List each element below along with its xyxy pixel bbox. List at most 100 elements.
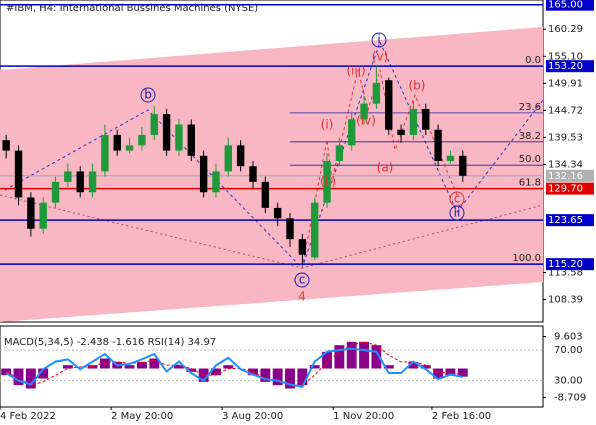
chart-title: #IBM, H4: International Bussines Machine…	[6, 3, 258, 14]
wave-label: (i)	[321, 118, 334, 132]
level-box	[546, 214, 594, 227]
macd-bar	[25, 368, 36, 389]
y-tick-label: 134.34	[548, 159, 583, 170]
candle-body	[199, 155, 208, 193]
y-tick-label: 155.10	[548, 51, 583, 62]
candle-body	[249, 166, 257, 182]
macd-bar	[1, 368, 12, 376]
candle-body	[372, 82, 381, 104]
y-tick-label: 160.29	[548, 24, 583, 35]
macd-bar	[272, 368, 283, 386]
candle-body	[385, 80, 393, 130]
fib-label: 0.0	[525, 55, 541, 66]
candle-body	[150, 114, 158, 135]
candle-body	[224, 145, 233, 172]
candle-body	[236, 145, 245, 167]
macd-bar	[359, 341, 369, 369]
macd-bar	[149, 358, 160, 369]
annotation-circle	[140, 87, 156, 103]
y-tick-label: 144.72	[548, 105, 583, 116]
macd-bar	[433, 368, 444, 379]
wave-label: (v)	[372, 50, 388, 64]
x-tick-label: 1 Nov 20:00	[333, 411, 394, 422]
candle-body	[162, 114, 171, 151]
candle-body	[187, 124, 195, 156]
wave-label: c	[299, 273, 306, 287]
candle-body	[397, 129, 405, 135]
candle-body	[273, 207, 282, 219]
macd-bar	[297, 368, 308, 386]
candle-body	[51, 181, 60, 203]
macd-bar	[285, 368, 295, 389]
y-tick-label: 108.39	[548, 295, 583, 306]
macd-bar	[87, 365, 98, 369]
level-box	[546, 182, 594, 195]
macd-bar	[211, 368, 221, 376]
candle-body	[261, 181, 270, 208]
x-tick-label: 3 Aug 20:00	[222, 411, 283, 422]
y2-tick-label: 30.00	[554, 376, 583, 387]
x-tick-label: 2 Feb 16:00	[432, 411, 491, 422]
macd-bar	[38, 368, 49, 379]
candle-body	[212, 171, 220, 193]
macd-bar	[309, 365, 320, 369]
fib-label: 100.0	[512, 253, 541, 264]
wave-label: ii	[454, 206, 461, 220]
candle-body	[64, 171, 72, 182]
wave-label: (ii)	[320, 175, 336, 189]
level-label: 129.70	[548, 184, 583, 195]
level-box	[546, 0, 594, 11]
candle-body	[459, 155, 467, 176]
fib-label: 61.8	[519, 178, 541, 189]
wave-label: (iv)	[356, 114, 376, 128]
annotation-circle	[449, 205, 465, 221]
macd-bar	[223, 365, 234, 369]
macd-bar	[322, 351, 332, 369]
candle-body	[286, 218, 294, 240]
macd-bar	[99, 358, 110, 369]
macd-bar	[371, 345, 382, 369]
candle-body	[14, 150, 23, 198]
annotation-circle	[294, 272, 310, 288]
candle-body	[298, 239, 307, 255]
wave-label: i	[377, 33, 380, 47]
candle-body	[323, 161, 331, 203]
macd-bar	[346, 341, 357, 369]
macd-bar	[383, 365, 394, 369]
level-label: 165.00	[548, 0, 583, 11]
candle-body	[446, 155, 455, 161]
level-label: 115.20	[548, 259, 583, 270]
wave-label: (b)	[409, 79, 426, 93]
macd-bar	[457, 368, 468, 377]
wave-label: c	[454, 192, 461, 206]
indicator-title: MACD(5,34,5) -2.438 -1.616 RSI(14) 34.97	[4, 337, 216, 348]
macd-bar	[334, 345, 345, 369]
candle-body	[360, 103, 368, 120]
x-tick-label: 2 May 20:00	[111, 411, 173, 422]
fib-label: 50.0	[519, 154, 541, 165]
candle-body	[101, 134, 109, 172]
candle-body	[2, 140, 10, 151]
wave-label: (a)	[377, 161, 394, 175]
indicator-line	[5, 347, 463, 388]
candle-body	[138, 134, 146, 146]
fib-label: 23.6	[519, 102, 541, 113]
y-tick-label: 9.603	[554, 332, 583, 343]
macd-bar	[198, 368, 209, 382]
candle-body	[175, 124, 183, 151]
candle-body	[348, 119, 356, 146]
y-tick-label: 139.53	[548, 132, 583, 143]
macd-bar	[260, 368, 271, 382]
macd-bar	[186, 368, 197, 372]
level-label: 132.16	[548, 171, 583, 182]
wave-line	[301, 69, 458, 269]
candle-body	[310, 202, 319, 258]
macd-bar	[445, 368, 456, 376]
macd-bar	[13, 368, 24, 386]
macd-bar	[174, 365, 184, 369]
level-box	[546, 258, 594, 271]
x-tick-label: 4 Feb 2022	[0, 411, 56, 422]
candle-body	[422, 108, 430, 130]
macd-bar	[136, 361, 147, 369]
